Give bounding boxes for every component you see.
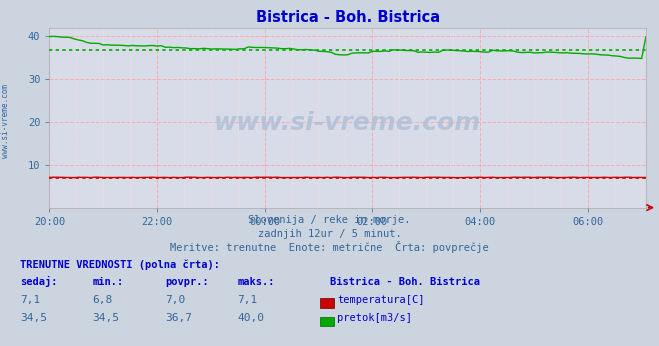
Text: povpr.:: povpr.: [165,277,208,288]
Text: www.si-vreme.com: www.si-vreme.com [214,111,481,135]
Text: 6,8: 6,8 [92,295,113,305]
Text: temperatura[C]: temperatura[C] [337,295,425,305]
Text: pretok[m3/s]: pretok[m3/s] [337,313,413,323]
Text: Slovenija / reke in morje.: Slovenija / reke in morje. [248,215,411,225]
Text: 34,5: 34,5 [20,313,47,323]
Text: 34,5: 34,5 [92,313,119,323]
Text: 7,0: 7,0 [165,295,185,305]
Title: Bistrica - Boh. Bistrica: Bistrica - Boh. Bistrica [256,10,440,25]
Text: maks.:: maks.: [237,277,275,288]
Text: Meritve: trenutne  Enote: metrične  Črta: povprečje: Meritve: trenutne Enote: metrične Črta: … [170,241,489,253]
Text: TRENUTNE VREDNOSTI (polna črta):: TRENUTNE VREDNOSTI (polna črta): [20,260,219,270]
Text: 7,1: 7,1 [237,295,258,305]
Text: www.si-vreme.com: www.si-vreme.com [1,84,10,158]
Text: Bistrica - Boh. Bistrica: Bistrica - Boh. Bistrica [330,277,480,288]
Text: 36,7: 36,7 [165,313,192,323]
Text: zadnjih 12ur / 5 minut.: zadnjih 12ur / 5 minut. [258,229,401,239]
Text: 40,0: 40,0 [237,313,264,323]
Text: 7,1: 7,1 [20,295,40,305]
Text: sedaj:: sedaj: [20,276,57,288]
Text: min.:: min.: [92,277,123,288]
